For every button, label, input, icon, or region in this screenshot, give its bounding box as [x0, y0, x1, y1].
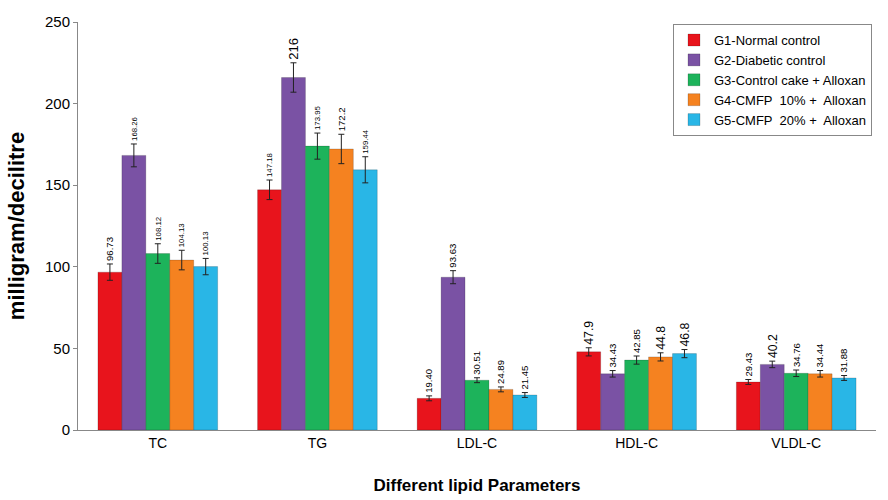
svg-text:34.44: 34.44 [814, 343, 825, 368]
svg-text:96.73: 96.73 [104, 237, 115, 261]
svg-text:G1-Normal control: G1-Normal control [714, 33, 820, 48]
svg-text:200: 200 [45, 95, 70, 112]
svg-text:47.9: 47.9 [582, 321, 596, 345]
svg-text:147.18: 147.18 [265, 153, 274, 177]
svg-text:Different lipid Parameters: Different lipid Parameters [374, 476, 581, 495]
svg-text:100: 100 [45, 258, 70, 275]
svg-text:milligram/decilitre: milligram/decilitre [4, 132, 29, 320]
svg-text:LDL-C: LDL-C [457, 435, 497, 451]
svg-text:108.12: 108.12 [154, 217, 163, 241]
svg-text:44.8: 44.8 [654, 326, 668, 350]
svg-text:G4-CMFP 10% + Alloxan: G4-CMFP 10% + Alloxan [714, 93, 866, 108]
svg-text:34.76: 34.76 [791, 343, 802, 367]
svg-text:TC: TC [148, 435, 167, 451]
svg-text:159.44: 159.44 [361, 129, 370, 154]
svg-text:168.26: 168.26 [130, 117, 139, 141]
svg-text:34.43: 34.43 [607, 344, 618, 368]
svg-text:100.13: 100.13 [201, 232, 210, 256]
svg-text:42.85: 42.85 [631, 329, 642, 353]
svg-text:30.51: 30.51 [471, 351, 482, 375]
svg-text:104.13: 104.13 [177, 223, 186, 247]
svg-text:250: 250 [45, 13, 70, 30]
svg-text:19.40: 19.40 [423, 369, 434, 393]
svg-text:G2-Diabetic control: G2-Diabetic control [714, 53, 825, 68]
svg-text:G3-Control cake + Alloxan: G3-Control cake + Alloxan [714, 73, 865, 88]
svg-text:31.88: 31.88 [838, 349, 849, 373]
svg-text:G5-CMFP 20% + Alloxan: G5-CMFP 20% + Alloxan [714, 113, 866, 128]
svg-text:0: 0 [62, 421, 70, 438]
svg-text:50: 50 [53, 340, 70, 357]
svg-text:46.8: 46.8 [678, 322, 692, 346]
svg-text:24.89: 24.89 [495, 360, 506, 384]
svg-text:21.45: 21.45 [519, 366, 530, 390]
svg-text:216: 216 [286, 38, 301, 60]
svg-text:29.43: 29.43 [743, 353, 754, 377]
svg-text:40.2: 40.2 [766, 334, 780, 358]
svg-text:173.95: 173.95 [313, 105, 322, 130]
svg-text:VLDL-C: VLDL-C [771, 435, 821, 451]
svg-text:150: 150 [45, 176, 70, 193]
svg-text:93.63: 93.63 [447, 244, 458, 268]
svg-text:172.2: 172.2 [336, 107, 347, 131]
svg-text:HDL-C: HDL-C [615, 435, 658, 451]
svg-text:TG: TG [308, 435, 327, 451]
